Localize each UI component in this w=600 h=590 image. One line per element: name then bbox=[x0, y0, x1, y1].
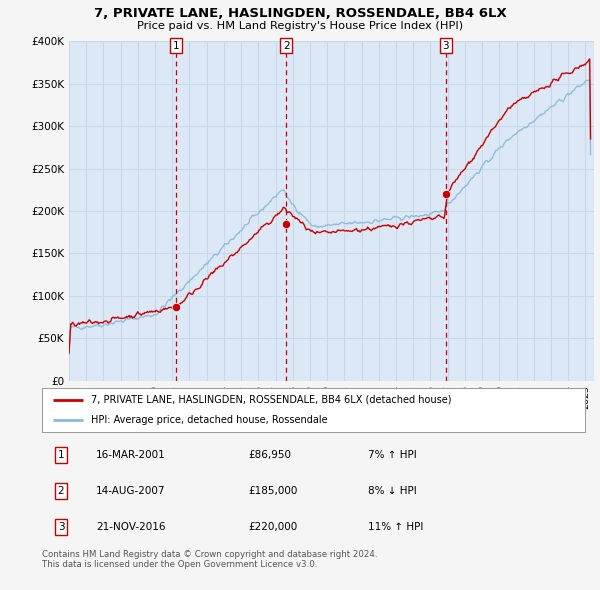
Text: 3: 3 bbox=[443, 41, 449, 51]
Text: 14-AUG-2007: 14-AUG-2007 bbox=[97, 486, 166, 496]
Text: HPI: Average price, detached house, Rossendale: HPI: Average price, detached house, Ross… bbox=[91, 415, 328, 425]
Text: Price paid vs. HM Land Registry's House Price Index (HPI): Price paid vs. HM Land Registry's House … bbox=[137, 21, 463, 31]
Text: 16-MAR-2001: 16-MAR-2001 bbox=[97, 450, 166, 460]
Text: 1: 1 bbox=[58, 450, 64, 460]
Text: 3: 3 bbox=[58, 522, 64, 532]
Text: 7, PRIVATE LANE, HASLINGDEN, ROSSENDALE, BB4 6LX: 7, PRIVATE LANE, HASLINGDEN, ROSSENDALE,… bbox=[94, 8, 506, 21]
Text: 2: 2 bbox=[58, 486, 64, 496]
Text: 8% ↓ HPI: 8% ↓ HPI bbox=[368, 486, 416, 496]
Text: 11% ↑ HPI: 11% ↑ HPI bbox=[368, 522, 423, 532]
Text: £86,950: £86,950 bbox=[248, 450, 292, 460]
Text: Contains HM Land Registry data © Crown copyright and database right 2024.
This d: Contains HM Land Registry data © Crown c… bbox=[42, 550, 377, 569]
Text: 7, PRIVATE LANE, HASLINGDEN, ROSSENDALE, BB4 6LX (detached house): 7, PRIVATE LANE, HASLINGDEN, ROSSENDALE,… bbox=[91, 395, 451, 405]
Text: 21-NOV-2016: 21-NOV-2016 bbox=[97, 522, 166, 532]
Text: 7% ↑ HPI: 7% ↑ HPI bbox=[368, 450, 416, 460]
Text: 2: 2 bbox=[283, 41, 290, 51]
Text: £220,000: £220,000 bbox=[248, 522, 298, 532]
Text: 1: 1 bbox=[173, 41, 179, 51]
Text: £185,000: £185,000 bbox=[248, 486, 298, 496]
